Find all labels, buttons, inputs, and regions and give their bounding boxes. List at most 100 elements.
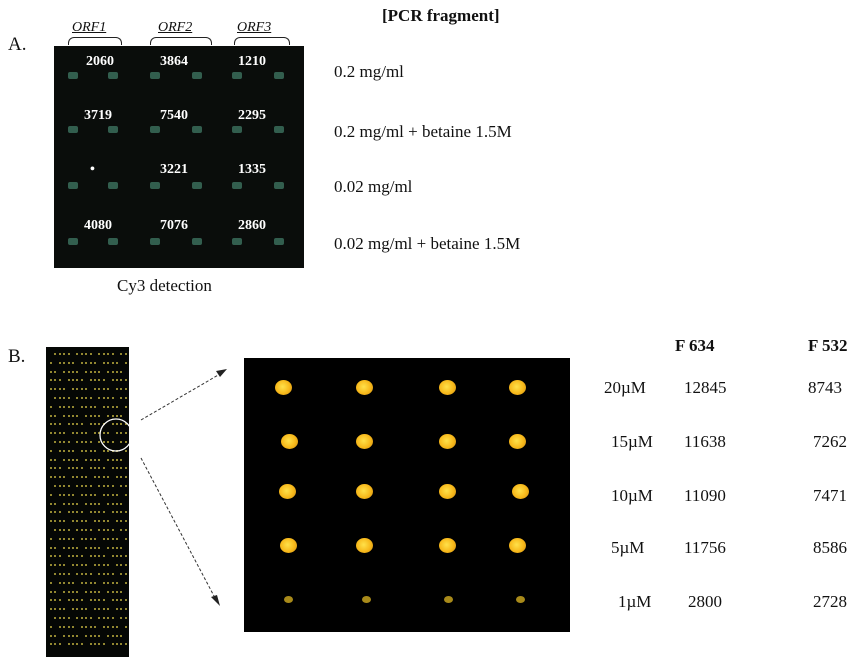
- array-dot: [58, 432, 61, 435]
- array-dot: [85, 608, 88, 611]
- array-dot: [76, 467, 79, 470]
- array-dot: [80, 555, 83, 558]
- condition-label: 0.2 mg/ml + betaine 1.5M: [334, 122, 512, 141]
- array-dot: [102, 432, 105, 435]
- array-dot: [80, 643, 83, 646]
- array-spot: [150, 72, 160, 79]
- array-dot: [89, 581, 92, 584]
- array-dot: [111, 537, 114, 540]
- array-dot: [124, 388, 127, 391]
- array-dot: [58, 467, 61, 470]
- array-dot: [50, 493, 52, 496]
- array-dot: [111, 529, 114, 531]
- array-dot: [116, 370, 118, 373]
- array-dot: [85, 617, 88, 619]
- array-dot: [89, 537, 92, 540]
- array-dot: [72, 634, 74, 637]
- array-dot: [54, 608, 57, 611]
- array-spot: [68, 238, 78, 245]
- array-dot: [80, 564, 83, 567]
- array-dot: [111, 353, 114, 355]
- array-dot: [54, 397, 57, 399]
- array-dot: [94, 581, 96, 584]
- array-dot: [72, 458, 74, 461]
- array-dot: [116, 502, 118, 505]
- array-dot: [63, 573, 66, 575]
- orf1-label: ORF1: [72, 20, 107, 35]
- array-dot: [98, 485, 101, 487]
- array-dot: [63, 397, 66, 399]
- array-dot: [67, 555, 70, 558]
- array-dot: [116, 476, 118, 479]
- array-dot: [54, 476, 57, 479]
- array-dot: [63, 537, 66, 540]
- array-dot: [63, 361, 66, 364]
- array-dot: [116, 634, 118, 637]
- array-dot: [85, 397, 88, 399]
- array-dot: [94, 555, 96, 558]
- array-dot: [50, 511, 52, 514]
- array-dot: [111, 581, 114, 584]
- array-dot: [63, 441, 66, 443]
- array-dot: [107, 520, 110, 523]
- array-dot: [67, 414, 70, 417]
- array-dot: [120, 388, 123, 391]
- array-dot: [111, 441, 114, 443]
- array-dot: [63, 493, 66, 496]
- array-dot: [80, 581, 83, 584]
- array-dot: [120, 617, 123, 619]
- array-dot: [120, 370, 123, 373]
- array-dot: [50, 370, 52, 373]
- array-dot: [76, 546, 79, 549]
- array-dot: [94, 599, 96, 602]
- array-dot: [85, 502, 88, 505]
- array-dot: [67, 617, 70, 619]
- array-dot: [94, 414, 96, 417]
- array-spot: [362, 596, 371, 603]
- array-dot: [102, 617, 105, 619]
- array-dot: [63, 432, 66, 435]
- array-dot: [58, 353, 61, 355]
- array-dot: [89, 590, 92, 593]
- array-dot: [54, 555, 57, 558]
- array-dot: [63, 617, 66, 619]
- array-dot: [76, 423, 79, 426]
- array-dot: [58, 485, 61, 487]
- array-dot: [67, 397, 70, 399]
- array-spot: [356, 538, 373, 553]
- array-dot: [72, 643, 74, 646]
- array-dot: [80, 608, 83, 611]
- array-dot: [107, 397, 110, 399]
- array-dot: [107, 353, 110, 355]
- array-dot: [102, 599, 105, 602]
- array-dot: [58, 529, 61, 531]
- array-dot: [89, 397, 92, 399]
- array-dot: [67, 643, 70, 646]
- array-dot: [76, 564, 79, 567]
- array-dot: [54, 379, 57, 382]
- array-dot: [50, 643, 52, 646]
- array-dot: [63, 414, 66, 417]
- array-dot: [107, 485, 110, 487]
- array-dot: [72, 502, 74, 505]
- array-spot: [439, 484, 456, 499]
- array-dot: [54, 370, 57, 373]
- array-spot: [356, 380, 373, 395]
- array-spot: [108, 72, 118, 79]
- f532-value: 2728: [813, 592, 847, 611]
- array-dot: [80, 599, 83, 602]
- array-dot: [50, 608, 52, 611]
- panel-b-letter: B.: [8, 346, 26, 367]
- array-dot: [111, 370, 114, 373]
- array-dot: [50, 405, 52, 408]
- array-dot: [98, 379, 101, 382]
- array-dot: [124, 379, 127, 382]
- array-dot: [63, 625, 66, 628]
- f634-value: 2800: [688, 592, 722, 611]
- array-dot: [111, 625, 114, 628]
- array-dot: [111, 458, 114, 461]
- array-dot: [102, 493, 105, 496]
- array-dot: [50, 458, 52, 461]
- array-dot: [67, 590, 70, 593]
- array-dot: [76, 485, 79, 487]
